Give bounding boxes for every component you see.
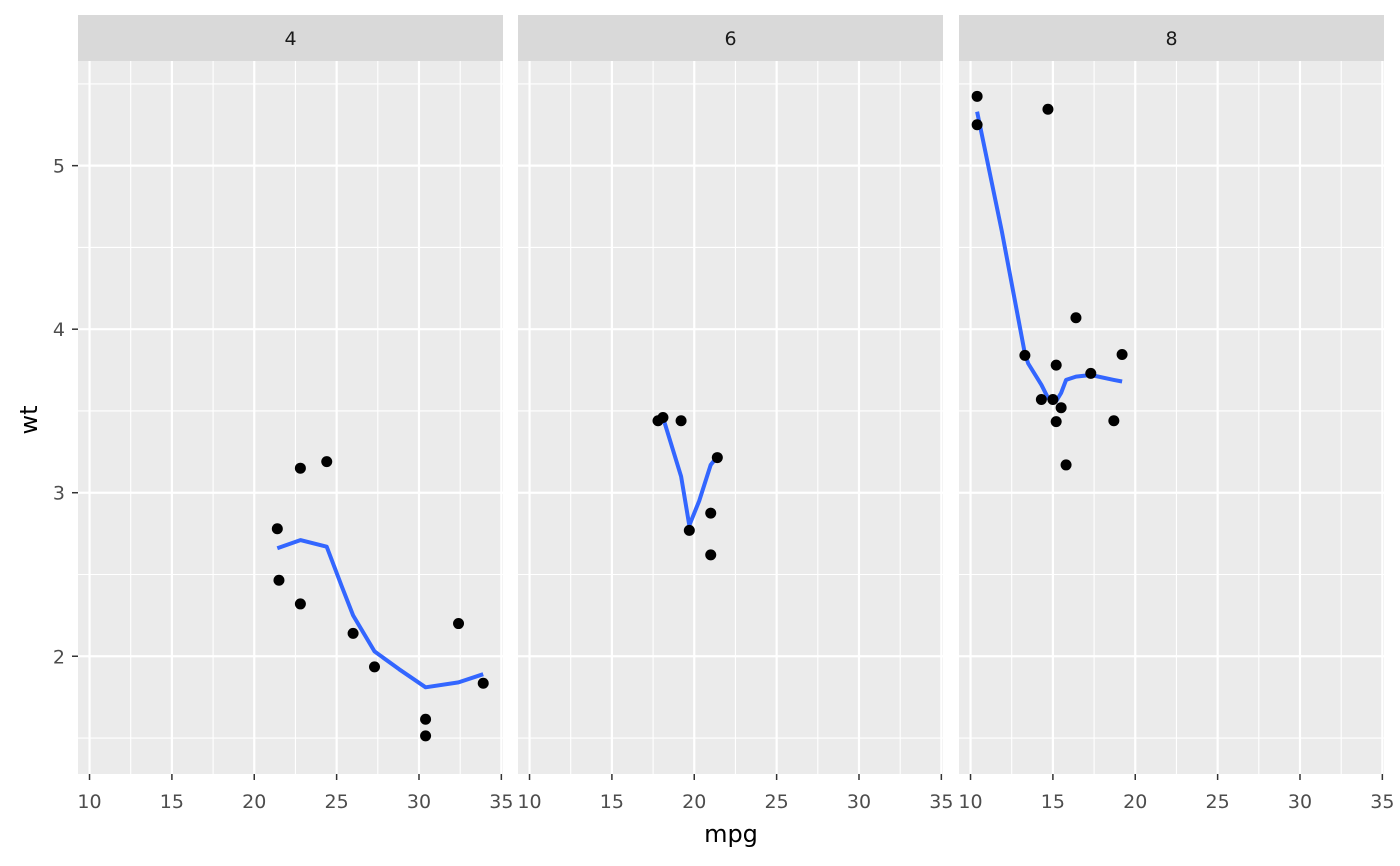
- x-tick-label: 25: [765, 791, 789, 813]
- facet-strip: [518, 15, 943, 61]
- data-point: [321, 456, 333, 468]
- data-point: [420, 713, 432, 725]
- data-point: [683, 524, 695, 536]
- x-tick-label: 15: [1041, 791, 1065, 813]
- data-point: [1042, 103, 1054, 115]
- data-point: [453, 618, 465, 630]
- data-point: [705, 549, 717, 561]
- data-point: [971, 119, 983, 131]
- data-point: [1085, 367, 1097, 379]
- y-axis: 2 3 4 5: [53, 156, 78, 668]
- data-point: [1050, 359, 1062, 371]
- data-point: [420, 730, 432, 742]
- data-point: [1055, 402, 1067, 414]
- x-tick-label: 10: [77, 791, 101, 813]
- data-point: [369, 661, 381, 673]
- data-point: [294, 598, 306, 610]
- data-point: [1108, 415, 1120, 427]
- facet-strip: [78, 15, 503, 61]
- facet-panels: 4 10 15 20 25 30 35 6 10 15 20 25 30 35 8 10 15 20 25 30 35: [77, 15, 1394, 813]
- x-tick-label: 20: [1123, 791, 1147, 813]
- x-tick-label: 25: [1206, 791, 1230, 813]
- data-point: [1116, 349, 1128, 361]
- x-tick-label: 30: [1288, 791, 1312, 813]
- panel-background: [959, 61, 1384, 774]
- data-point: [347, 627, 359, 639]
- panel-background: [78, 61, 503, 774]
- data-point: [711, 452, 723, 464]
- x-tick-label: 30: [847, 791, 871, 813]
- y-tick-label: 2: [53, 646, 65, 668]
- facet-strip-label: 6: [724, 28, 736, 50]
- facet-strip: [959, 15, 1384, 61]
- facet-panel-6: 6 10 15 20 25 30 35: [517, 15, 953, 813]
- x-tick-label: 15: [160, 791, 184, 813]
- x-tick-label: 35: [489, 791, 513, 813]
- data-point: [477, 677, 489, 689]
- facet-panel-8: 8 10 15 20 25 30 35: [958, 15, 1394, 813]
- data-point: [1060, 459, 1072, 471]
- data-point: [1047, 394, 1059, 406]
- data-point: [273, 574, 285, 586]
- x-axis-title: mpg: [704, 820, 758, 848]
- x-tick-label: 10: [958, 791, 982, 813]
- x-tick-label: 20: [682, 791, 706, 813]
- y-tick-label: 5: [53, 156, 65, 178]
- data-point: [705, 507, 717, 519]
- data-point: [652, 415, 664, 427]
- data-point: [271, 523, 283, 535]
- facet-strip-label: 4: [284, 28, 296, 50]
- y-axis-title: wt: [15, 405, 43, 434]
- x-tick-label: 35: [929, 791, 953, 813]
- x-tick-label: 25: [325, 791, 349, 813]
- data-point: [1050, 416, 1062, 428]
- x-tick-label: 20: [242, 791, 266, 813]
- x-tick-label: 10: [517, 791, 541, 813]
- data-point: [675, 415, 687, 427]
- data-point: [294, 462, 306, 474]
- data-point: [1019, 349, 1031, 361]
- facet-panel-4: 4 10 15 20 25 30 35: [77, 15, 513, 813]
- data-point: [1035, 394, 1047, 406]
- panel-background: [518, 61, 943, 774]
- x-tick-label: 15: [600, 791, 624, 813]
- data-point: [971, 90, 983, 102]
- y-tick-label: 4: [53, 319, 65, 341]
- x-tick-label: 30: [407, 791, 431, 813]
- smooth-line: [276, 538, 484, 690]
- y-tick-label: 3: [53, 483, 65, 505]
- data-point: [1070, 312, 1082, 324]
- x-tick-label: 35: [1370, 791, 1394, 813]
- facet-strip-label: 8: [1165, 28, 1177, 50]
